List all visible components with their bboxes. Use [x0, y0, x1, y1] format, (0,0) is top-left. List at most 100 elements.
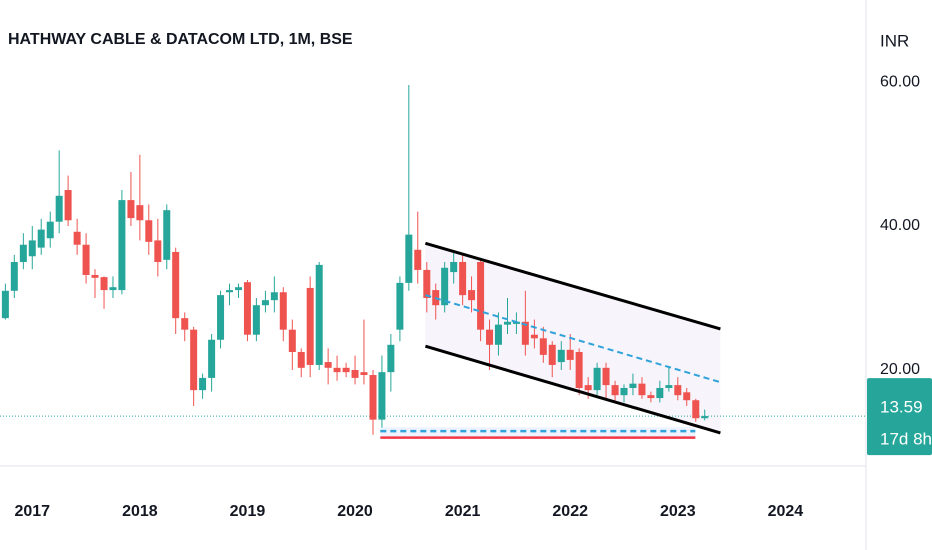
plot-area: [0, 84, 866, 439]
candle-body: [593, 367, 601, 391]
candle-body: [37, 229, 45, 248]
price-label-box: [867, 378, 932, 456]
candle-body: [414, 249, 422, 270]
candle-body: [369, 375, 377, 420]
channel-mid-line: [425, 294, 721, 384]
candle-body: [674, 385, 682, 396]
candle-body: [154, 240, 162, 263]
candle-body: [55, 195, 63, 222]
chart-title: HATHWAY CABLE & DATACOM LTD, 1M, BSE: [8, 31, 353, 48]
candle-body: [521, 321, 529, 345]
candle-body: [199, 377, 207, 391]
candle-body: [665, 385, 673, 388]
candle-body: [261, 300, 269, 306]
candle-body: [163, 210, 171, 260]
candle-body: [548, 344, 556, 365]
support-box: [380, 427, 696, 438]
candle-body: [566, 349, 574, 360]
candle-body: [530, 334, 538, 339]
candle-body: [602, 367, 610, 386]
currency-label: INR: [880, 31, 909, 50]
candle-body: [82, 244, 90, 275]
candle-body: [1, 290, 9, 319]
x-tick-label: 2018: [122, 503, 158, 520]
countdown-label: 17d 8h: [880, 430, 932, 449]
candle-body: [235, 287, 243, 291]
candle-body: [539, 338, 547, 355]
x-tick-label: 2020: [337, 503, 373, 520]
y-tick-label: 40.00: [880, 217, 920, 234]
candle-body: [620, 387, 628, 396]
candle-body: [217, 295, 225, 340]
candle-body: [351, 369, 359, 378]
candle-body: [486, 329, 494, 345]
candle-body: [73, 231, 81, 245]
candle-body: [19, 244, 27, 263]
candle-body: [378, 372, 386, 420]
candle-body: [10, 262, 18, 291]
candle-body: [208, 339, 216, 378]
candle-body: [557, 349, 565, 363]
x-tick-label: 2022: [552, 503, 588, 520]
candle-body: [324, 362, 332, 368]
candle-body: [459, 262, 467, 296]
candle-body: [405, 234, 413, 283]
candle-body: [243, 282, 251, 335]
x-tick-label: 2021: [445, 503, 481, 520]
title-background: [0, 22, 300, 52]
candle-body: [503, 321, 511, 325]
candle-body: [584, 385, 592, 391]
candle-body: [333, 367, 341, 373]
candle-body: [91, 274, 99, 278]
candle-body: [136, 205, 144, 221]
x-tick-label: 2024: [768, 503, 804, 520]
candle-body: [181, 318, 189, 330]
candle-body: [109, 287, 117, 291]
candle-body: [28, 240, 36, 257]
candle-body: [441, 267, 449, 306]
candle-body: [306, 287, 314, 365]
candle-body: [656, 387, 664, 399]
candle-body: [387, 344, 395, 373]
candle-body: [297, 351, 305, 368]
candle-body: [575, 351, 583, 388]
price-label: 13.59: [880, 398, 923, 417]
candle-body: [118, 200, 126, 291]
channel-upper-line: [424, 241, 721, 331]
candle-body: [190, 329, 198, 391]
channel-lower-line: [424, 344, 721, 435]
y-tick-label: 20.00: [880, 361, 920, 378]
candle-body: [270, 292, 278, 301]
candle-body: [64, 190, 72, 221]
candle-body: [288, 329, 296, 352]
candle-body: [611, 385, 619, 396]
candle-body: [127, 200, 135, 219]
candle-body: [360, 372, 368, 376]
candle-body: [225, 290, 233, 293]
candle-body: [252, 305, 260, 335]
candle-body: [396, 282, 404, 330]
y-tick-label: 60.00: [880, 73, 920, 90]
candle-body: [683, 392, 691, 401]
candle-body: [701, 416, 709, 419]
x-tick-label: 2023: [660, 503, 696, 520]
candle-body: [450, 262, 458, 273]
x-tick-label: 2019: [230, 503, 266, 520]
candle-body: [145, 220, 153, 242]
candle-body: [468, 290, 476, 301]
axis-header: [867, 0, 932, 62]
candle-body: [423, 269, 431, 299]
candle-body: [46, 221, 54, 239]
candle-body: [638, 383, 646, 396]
candle-body: [692, 400, 700, 419]
candle-body: [494, 324, 502, 345]
candle-body: [342, 367, 350, 373]
candle-body: [477, 262, 485, 330]
candle-body: [172, 251, 180, 319]
candle-body: [279, 292, 287, 330]
candle-body: [100, 277, 108, 291]
candle-body: [629, 383, 637, 388]
x-tick-label: 2017: [14, 503, 50, 520]
candle-body: [647, 395, 655, 399]
